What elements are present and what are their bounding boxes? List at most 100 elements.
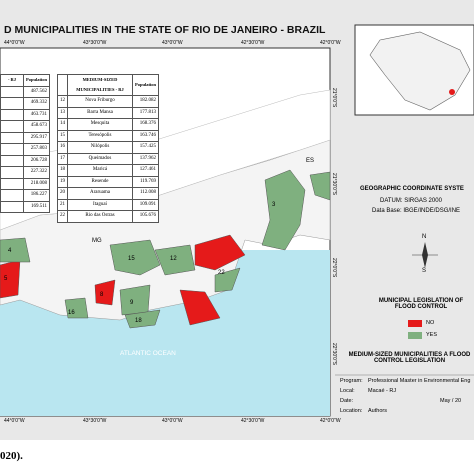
brazil-outline bbox=[369, 31, 471, 111]
region-red bbox=[194, 234, 246, 271]
title: D MUNICIPALITIES IN THE STATE OF RIO DE … bbox=[4, 24, 326, 36]
map-number: 5 bbox=[4, 276, 8, 282]
row: 21 Itaguaí 109.091 bbox=[57, 198, 160, 211]
map-label: ES bbox=[306, 158, 315, 164]
cell: Araruama bbox=[67, 187, 133, 200]
region-red bbox=[179, 289, 221, 326]
cell bbox=[0, 189, 24, 202]
row: 22 Rio das Ostras 105.676 bbox=[57, 210, 160, 223]
cell: 227.322 bbox=[22, 166, 51, 179]
cell bbox=[0, 154, 24, 167]
longitude-label: 44°0'0"W bbox=[4, 418, 25, 424]
cell: 218.008 bbox=[22, 177, 51, 190]
map-number: 15 bbox=[128, 256, 135, 262]
cell: 163.746 bbox=[131, 129, 160, 142]
row: 206.728 bbox=[0, 154, 51, 167]
cell: Mesquita bbox=[67, 118, 133, 131]
row: 12 Nova Friburgo 182.082 bbox=[57, 95, 160, 108]
cell: Queimados bbox=[67, 152, 133, 165]
row: 14 Mesquita 168.376 bbox=[57, 118, 160, 131]
cell bbox=[0, 97, 24, 110]
cell: 169.511 bbox=[22, 200, 51, 213]
header-cell: - RJ bbox=[0, 74, 24, 87]
south: S bbox=[422, 268, 427, 274]
cell: Nilópolis bbox=[67, 141, 133, 154]
row: 487.562 bbox=[0, 85, 51, 98]
cell: 469.332 bbox=[22, 97, 51, 110]
region-green bbox=[261, 169, 306, 251]
row: 458.673 bbox=[0, 120, 51, 133]
info-value: Authors bbox=[368, 408, 387, 414]
medium-table: MEDIUM-SIZED MUNICIPALITIES - RJ Populati… bbox=[57, 74, 160, 223]
row: 257.803 bbox=[0, 143, 51, 156]
map-number: 22 bbox=[218, 270, 225, 276]
cell: 109.091 bbox=[131, 198, 160, 211]
region-green bbox=[109, 239, 161, 276]
large-table: - RJ Population 487.562 469.332 463.731 458.6… bbox=[0, 74, 51, 213]
row: 469.332 bbox=[0, 97, 51, 110]
row: 19 Resende 119.769 bbox=[57, 175, 160, 188]
region-green bbox=[0, 237, 31, 263]
cell: Itaguaí bbox=[67, 198, 133, 211]
map-number: 8 bbox=[100, 292, 104, 298]
longitude-label: 43°0'0"W bbox=[162, 418, 183, 424]
table: - RJ Population 487.562 469.332 463.731 458.6… bbox=[0, 74, 51, 213]
datum: DATUM: SIRGAS 2000 bbox=[380, 198, 442, 204]
header-cell bbox=[57, 74, 68, 96]
cell: 19 bbox=[57, 175, 68, 188]
crs: GEOGRAPHIC COORDINATE SYSTE bbox=[360, 186, 464, 192]
map-number: 4 bbox=[8, 248, 12, 254]
map-number: 3 bbox=[272, 202, 276, 208]
cell: 182.082 bbox=[131, 95, 160, 108]
header-cell: Population bbox=[22, 74, 51, 87]
cell: 21 bbox=[57, 198, 68, 211]
longitude-label: 42°30'0"W bbox=[241, 40, 265, 46]
info-value: Macaé - RJ bbox=[368, 388, 397, 394]
row: 17 Queimados 137.962 bbox=[57, 152, 160, 165]
cell: 16 bbox=[57, 141, 68, 154]
info-value: Professional Master in Environmental Eng bbox=[368, 378, 471, 384]
map-label: ATLANTIC OCEAN bbox=[120, 350, 176, 357]
row: 13 Barra Mansa 177.813 bbox=[57, 106, 160, 119]
cell bbox=[0, 108, 24, 121]
cell: 119.769 bbox=[131, 175, 160, 188]
info-value: May / 20 bbox=[440, 398, 462, 404]
cell: 14 bbox=[57, 118, 68, 131]
info-key: Date: bbox=[340, 398, 354, 404]
caption: 020). bbox=[0, 450, 23, 462]
longitude-label: 42°0'0"W bbox=[320, 418, 341, 424]
region-green bbox=[124, 309, 161, 329]
cell: 157.425 bbox=[131, 141, 160, 154]
cell bbox=[0, 166, 24, 179]
cell: 257.803 bbox=[22, 143, 51, 156]
region-red bbox=[94, 279, 116, 306]
cell: 137.962 bbox=[131, 152, 160, 165]
legend-swatch-yes bbox=[408, 332, 422, 339]
legend-yes: YES bbox=[426, 332, 438, 338]
region-green bbox=[214, 267, 241, 293]
cell: Resende bbox=[67, 175, 133, 188]
map-number: 12 bbox=[170, 256, 177, 262]
row: 169.511 bbox=[0, 200, 51, 213]
row: 463.731 bbox=[0, 108, 51, 121]
row: 295.917 bbox=[0, 131, 51, 144]
longitude-label: 44°0'0"W bbox=[4, 40, 25, 46]
cell: Barra Mansa bbox=[67, 106, 133, 119]
cell: Rio das Ostras bbox=[67, 210, 133, 223]
cell bbox=[0, 200, 24, 213]
cell: 487.562 bbox=[22, 85, 51, 98]
cell: 186.227 bbox=[22, 189, 51, 202]
subtitle: MEDIUM-SIZED MUNICIPALITIES A FLOOD CONT… bbox=[348, 352, 471, 364]
region-red bbox=[0, 259, 21, 299]
cell: Teresópolis bbox=[67, 129, 133, 142]
info-key: Location: bbox=[340, 408, 363, 414]
longitude-label: 43°30'0"W bbox=[83, 40, 107, 46]
map-label: MG bbox=[92, 238, 102, 244]
map-number: 16 bbox=[68, 310, 75, 316]
cell: 17 bbox=[57, 152, 68, 165]
north: N bbox=[422, 234, 427, 240]
row: 15 Teresópolis 163.746 bbox=[57, 129, 160, 142]
longitude-label: 42°0'0"W bbox=[320, 40, 341, 46]
row: - RJ Population bbox=[0, 74, 51, 87]
